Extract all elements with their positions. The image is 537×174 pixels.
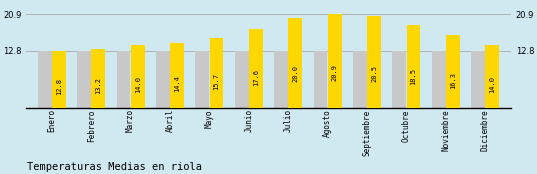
Bar bbox=[393, 51, 406, 108]
Text: 13.2: 13.2 bbox=[95, 77, 101, 94]
Bar bbox=[353, 51, 367, 108]
Text: 14.4: 14.4 bbox=[174, 75, 180, 92]
Bar bbox=[235, 51, 249, 108]
Text: 20.5: 20.5 bbox=[371, 65, 377, 82]
Bar bbox=[288, 18, 302, 108]
Text: 16.3: 16.3 bbox=[450, 72, 456, 89]
Bar bbox=[170, 44, 184, 108]
Bar bbox=[407, 25, 420, 108]
Bar bbox=[432, 51, 446, 108]
Bar bbox=[471, 51, 485, 108]
Bar bbox=[249, 29, 263, 108]
Text: 18.5: 18.5 bbox=[410, 68, 417, 85]
Bar bbox=[485, 45, 499, 108]
Bar bbox=[91, 49, 105, 108]
Bar bbox=[52, 51, 66, 108]
Text: 20.0: 20.0 bbox=[292, 65, 298, 82]
Text: 20.9: 20.9 bbox=[332, 64, 338, 81]
Bar bbox=[77, 51, 91, 108]
Bar bbox=[38, 51, 52, 108]
Bar bbox=[446, 35, 460, 108]
Text: 15.7: 15.7 bbox=[214, 73, 220, 90]
Bar bbox=[367, 16, 381, 108]
Bar bbox=[156, 51, 170, 108]
Text: 14.0: 14.0 bbox=[489, 76, 495, 93]
Text: 14.0: 14.0 bbox=[135, 76, 141, 93]
Bar bbox=[209, 38, 223, 108]
Bar bbox=[274, 51, 288, 108]
Bar bbox=[195, 51, 209, 108]
Text: 12.8: 12.8 bbox=[56, 78, 62, 95]
Bar bbox=[131, 45, 144, 108]
Bar bbox=[328, 14, 342, 108]
Text: Temperaturas Medias en riola: Temperaturas Medias en riola bbox=[27, 162, 202, 172]
Text: 17.6: 17.6 bbox=[253, 69, 259, 86]
Bar bbox=[314, 51, 328, 108]
Bar bbox=[117, 51, 130, 108]
